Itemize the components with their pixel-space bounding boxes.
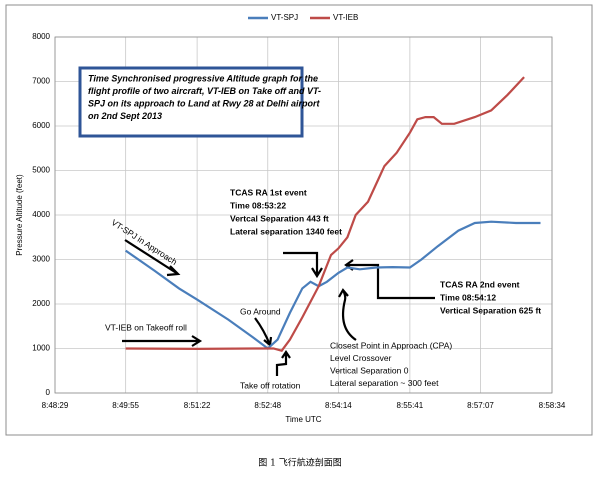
legend-label: VT-IEB <box>333 13 358 22</box>
y-tick-label: 7000 <box>32 77 50 86</box>
chart-title: flight profile of two aircraft, VT-IEB o… <box>88 86 321 96</box>
y-tick-label: 3000 <box>32 255 50 264</box>
arrow <box>338 288 357 341</box>
annotation: VT-IEB on Takeoff roll <box>105 322 187 332</box>
y-tick-label: 6000 <box>32 121 50 130</box>
series-line <box>125 76 525 352</box>
x-tick-label: 8:58:34 <box>539 401 566 410</box>
annotation: Go Around <box>240 306 281 316</box>
annotation: Vertical Separation 0 <box>330 365 409 375</box>
arrow <box>124 239 181 277</box>
x-tick-label: 8:49:55 <box>112 401 139 410</box>
x-tick-label: 8:48:29 <box>42 401 69 410</box>
series-line <box>124 220 541 350</box>
x-tick-label: 8:55:41 <box>397 401 424 410</box>
chart-title: on 2nd Sept 2013 <box>88 111 162 121</box>
y-tick-label: 5000 <box>32 166 50 175</box>
annotation: Closest Point in Approach (CPA) <box>330 340 452 350</box>
arrow <box>283 251 323 279</box>
legend-label: VT-SPJ <box>271 13 298 22</box>
y-tick-label: 4000 <box>32 210 50 219</box>
plot-area <box>54 36 553 394</box>
x-axis-label: Time UTC <box>285 415 321 424</box>
y-tick-label: 0 <box>46 388 51 397</box>
lines <box>124 76 541 352</box>
y-tick-label: 2000 <box>32 299 50 308</box>
annotation: Time 08:54:12 <box>440 292 496 302</box>
y-axis-label: Pressure Altitude (feet) <box>15 174 24 256</box>
x-tick-label: 8:57:07 <box>467 401 494 410</box>
annotation: Time 08:53:22 <box>230 200 286 210</box>
annotation: TCAS RA 2nd event <box>440 279 520 289</box>
annotation: Lateral separation 1340 feet <box>230 226 342 236</box>
arrow <box>122 335 203 347</box>
chart-title: Time Synchronised progressive Altitude g… <box>88 73 318 83</box>
texts: 0 1000 2000 3000 4000 5000 6000 7000 8000 8:48:29… <box>15 13 566 468</box>
arrow <box>275 350 291 376</box>
annotation: Vertical Separation 625 ft <box>440 305 541 315</box>
annotation: Lateral separation ~ 300 feet <box>330 378 439 388</box>
y-tick-label: 8000 <box>32 32 50 41</box>
annotation: TCAS RA 1st event <box>230 187 307 197</box>
x-tick-label: 8:52:48 <box>254 401 281 410</box>
arrow <box>254 317 273 348</box>
x-tick-label: 8:51:22 <box>184 401 211 410</box>
annotation: Take off rotation <box>240 380 301 390</box>
x-tick-label: 8:54:14 <box>325 401 352 410</box>
caption: 图 1 飞行航迹剖面图 <box>258 457 341 469</box>
annotation: Level Crossover <box>330 353 392 363</box>
title-box <box>78 66 304 138</box>
y-tick-label: 1000 <box>32 344 50 353</box>
annotation: Vertcal Separation 443 ft <box>230 213 329 223</box>
chart-title: SPJ on its approach to Land at Rwy 28 at… <box>88 98 321 108</box>
